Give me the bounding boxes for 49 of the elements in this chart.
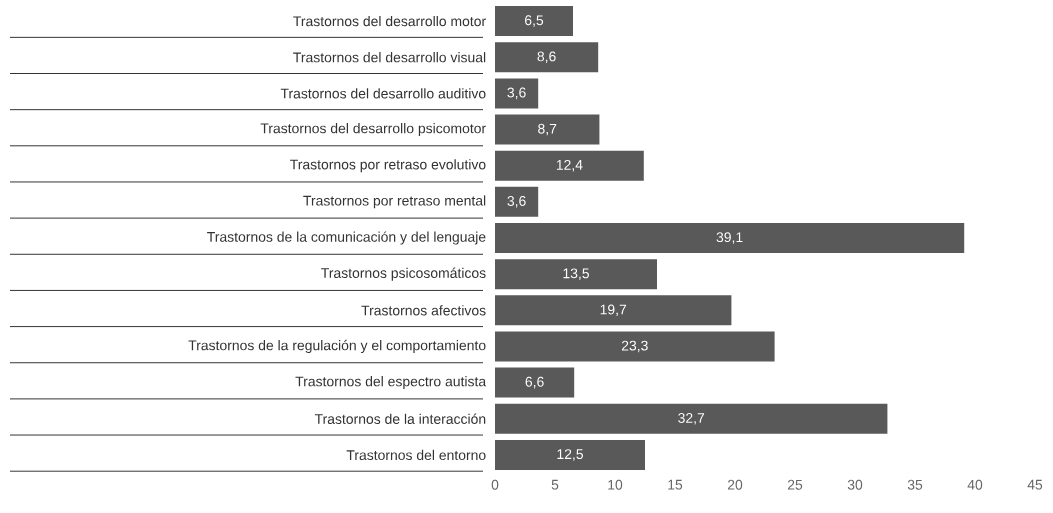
bar bbox=[495, 150, 644, 181]
data-label: 12,5 bbox=[557, 449, 583, 461]
bar bbox=[495, 42, 599, 73]
data-label: 3,6 bbox=[507, 87, 526, 100]
x-tick-label: 45 bbox=[1027, 479, 1043, 490]
data-label: 19,7 bbox=[600, 304, 627, 317]
x-tick-label: 30 bbox=[847, 479, 863, 490]
data-label: 13,5 bbox=[563, 268, 589, 280]
y-tick-label: Trastornos de la comunicación y del lenguaje bbox=[207, 231, 486, 245]
y-tick-label: Trastornos del desarrollo psicomotor bbox=[260, 123, 486, 137]
x-tick-label: 0 bbox=[491, 479, 499, 490]
y-tick-label: Trastornos por retraso mental bbox=[303, 195, 486, 209]
bar bbox=[495, 439, 645, 470]
bar bbox=[495, 367, 575, 398]
bar bbox=[495, 78, 539, 109]
y-tick-label: Trastornos del espectro autista bbox=[295, 376, 487, 390]
data-label: 8,7 bbox=[538, 123, 557, 136]
x-tick-label: 25 bbox=[787, 479, 803, 490]
bar bbox=[495, 114, 600, 145]
x-tick-label: 10 bbox=[608, 479, 623, 490]
bar bbox=[495, 259, 657, 290]
data-label: 3,6 bbox=[507, 196, 526, 208]
bar bbox=[495, 223, 965, 253]
bar bbox=[495, 6, 573, 37]
x-tick-label: 40 bbox=[967, 479, 983, 490]
y-tick-label: Trastornos de la interacción bbox=[314, 413, 486, 424]
y-tick-label: Trastornos por retraso evolutivo bbox=[290, 159, 486, 173]
y-tick-label: Trastornos del desarrollo visual bbox=[293, 52, 486, 63]
x-tick-label: 35 bbox=[907, 479, 923, 490]
bar bbox=[495, 331, 775, 362]
data-label: 23,3 bbox=[621, 340, 648, 353]
y-tick-label: Trastornos psicosomáticos bbox=[321, 267, 486, 281]
y-tick-label: Trastornos del desarrollo auditivo bbox=[280, 88, 486, 99]
bar bbox=[495, 295, 732, 326]
x-tick-label: 20 bbox=[727, 479, 743, 490]
x-tick-label: 5 bbox=[551, 479, 559, 490]
y-tick-label: Trastornos de la regulación y el comportamiento bbox=[188, 339, 486, 354]
data-label: 6,5 bbox=[525, 15, 544, 27]
data-label: 8,6 bbox=[537, 51, 556, 63]
bar bbox=[495, 403, 888, 434]
data-label: 32,7 bbox=[678, 413, 705, 425]
data-label: 12,4 bbox=[556, 159, 583, 172]
y-tick-label: Trastornos afectivos bbox=[361, 305, 486, 316]
data-label: 39,1 bbox=[716, 232, 743, 244]
x-tick-label: 15 bbox=[668, 479, 683, 490]
data-label: 6,6 bbox=[525, 376, 544, 389]
bar bbox=[495, 186, 539, 217]
y-tick-label: Trastornos del entorno bbox=[346, 449, 486, 461]
y-tick-label: Trastornos del desarrollo motor bbox=[293, 15, 486, 27]
